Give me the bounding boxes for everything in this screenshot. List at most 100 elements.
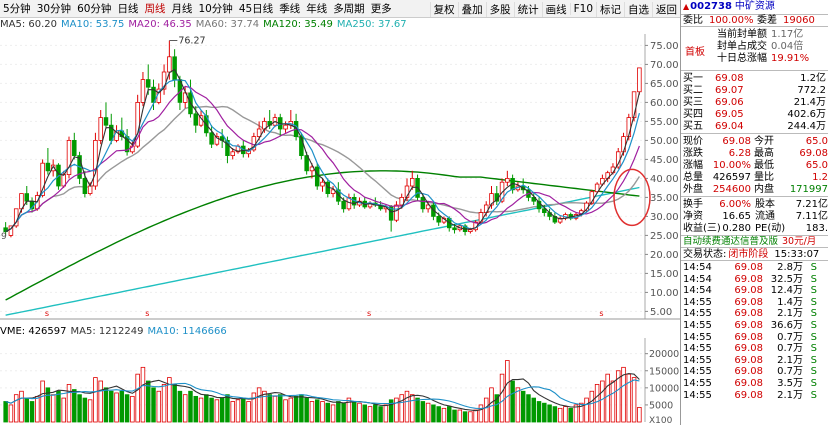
candle bbox=[489, 186, 494, 209]
candle bbox=[536, 197, 542, 213]
stock-flag-icon: ▲ bbox=[683, 2, 690, 11]
trade-row: 14:55 69.08 2.1万 S bbox=[681, 355, 828, 367]
period-tab-5[interactable]: 月线 bbox=[171, 3, 193, 15]
price-tick-label: 20.00 bbox=[650, 250, 679, 261]
period-tab-2[interactable]: 60分钟 bbox=[77, 3, 112, 15]
candle bbox=[320, 178, 325, 192]
quote-block: 现价 69.08 今开 65.0 涨跌 6.28 最高 69.08 涨幅 10.00% 最低 65.0… bbox=[681, 133, 828, 196]
volume-bar bbox=[536, 401, 542, 423]
price-tick-label: 65.00 bbox=[650, 79, 679, 90]
volume-bar bbox=[446, 406, 452, 423]
trade-side: S bbox=[810, 377, 817, 389]
tool-button-4[interactable]: 画线 bbox=[541, 1, 570, 17]
bid-label: 买一 bbox=[683, 73, 703, 84]
bid-qty: 21.4万 bbox=[793, 97, 826, 108]
trade-side: S bbox=[810, 273, 817, 285]
volume-tick-label: 5000 bbox=[649, 400, 673, 411]
quote-panel: ▲ 002738 中矿资源 委比 100.00% 委差 19060 当前封单额 … bbox=[680, 0, 828, 425]
period-tab-10[interactable]: 多周期 bbox=[333, 3, 365, 15]
volume-bar bbox=[468, 411, 473, 423]
tool-button-1[interactable]: 叠加 bbox=[457, 1, 486, 17]
bid-price: 69.06 bbox=[715, 97, 744, 108]
volume-bar bbox=[193, 395, 199, 423]
volume-bar bbox=[304, 397, 309, 423]
volume-bar bbox=[404, 390, 410, 423]
bid-row-1[interactable]: 买一 69.08 1.2亿 bbox=[681, 73, 828, 85]
quote-label-2: 量比 bbox=[754, 172, 774, 183]
vol-ma10-value: MA10: 1146666 bbox=[147, 326, 227, 337]
price-tick-label: 45.00 bbox=[650, 155, 679, 166]
bid-label: 买二 bbox=[683, 85, 703, 96]
trade-side: S bbox=[810, 308, 817, 320]
tool-button-8[interactable]: 返回 bbox=[652, 1, 680, 17]
period-tab-1[interactable]: 30分钟 bbox=[36, 3, 72, 15]
price-tick-label: 40.00 bbox=[650, 174, 679, 185]
tool-button-3[interactable]: 统计 bbox=[513, 1, 542, 17]
period-tab-8[interactable]: 季线 bbox=[279, 3, 301, 15]
volume-bar bbox=[610, 380, 616, 423]
bid-row-3[interactable]: 买三 69.06 21.4万 bbox=[681, 97, 828, 109]
split-marker: s bbox=[599, 309, 603, 318]
volume-chart[interactable]: 20000 15000 10000 5000 X100 bbox=[0, 338, 680, 425]
volume-bar bbox=[114, 392, 119, 423]
tool-button-6[interactable]: 标记 bbox=[596, 1, 624, 17]
volume-bar bbox=[452, 409, 457, 423]
price-chart[interactable]: 75.00 70.00 65.00 60.00 55.00 50.00 45.00 40.00… bbox=[0, 34, 680, 324]
period-tab-6[interactable]: 10分钟 bbox=[198, 3, 233, 15]
seal-block: 当前封单额 1.17亿 首板 封单占成交 0.04倍 十日总涨幅 19.91% bbox=[681, 26, 828, 70]
bid-row-4[interactable]: 买四 69.05 402.6万 bbox=[681, 109, 828, 121]
bid-row-5[interactable]: 买五 69.04 244.4万 bbox=[681, 121, 828, 133]
split-marker: s bbox=[145, 309, 149, 318]
ma60-line bbox=[5, 105, 640, 233]
fund-label: 收益(三) bbox=[683, 223, 721, 234]
bid-row-2[interactable]: 买二 69.07 772.2 bbox=[681, 85, 828, 97]
volume-bar bbox=[388, 399, 394, 423]
period-tab-3[interactable]: 日线 bbox=[117, 3, 139, 15]
ma120-value: MA120: 35.49 bbox=[263, 19, 333, 30]
kline-chart-area[interactable]: 5分钟 30分钟 60分钟 日线 周线 月线 10分钟 45日线 季线 年线 多周期 更多 复权 叠加 多股… bbox=[0, 0, 680, 425]
trade-volume: 1.4万 bbox=[777, 296, 803, 308]
volume-bar bbox=[82, 397, 88, 423]
period-tab-9[interactable]: 年线 bbox=[306, 3, 328, 15]
trade-side: S bbox=[810, 296, 817, 308]
fund-label-2: 股本 bbox=[755, 199, 775, 210]
volume-bar bbox=[600, 380, 605, 423]
volume-bar bbox=[103, 387, 109, 423]
tool-button-0[interactable]: 复权 bbox=[429, 1, 458, 17]
trade-list[interactable]: 14:54 69.08 2.8万 S 14:54 69.08 32.5万 S 14:54 69.0… bbox=[681, 260, 828, 401]
volume-bar bbox=[573, 404, 579, 423]
candle bbox=[330, 186, 336, 198]
period-tab-7[interactable]: 45日线 bbox=[238, 3, 274, 15]
quote-value-2: 1.2 bbox=[812, 172, 828, 183]
tool-button-2[interactable]: 多股 bbox=[485, 1, 514, 17]
order-book: 买一 69.08 1.2亿 买二 69.07 772.2 买三 69.06 21.4万 买四 69.… bbox=[681, 70, 828, 133]
volume-bar bbox=[325, 402, 331, 423]
volume-bar bbox=[50, 394, 56, 423]
period-tab-0[interactable]: 5分钟 bbox=[3, 3, 31, 15]
volume-bar bbox=[246, 401, 251, 423]
bid-price: 69.05 bbox=[715, 109, 744, 120]
candle bbox=[547, 208, 552, 221]
trade-time: 14:55 bbox=[683, 343, 712, 355]
ad-banner[interactable]: 自动续费通达信普及版 30元/月 bbox=[681, 235, 828, 247]
volume-ma10-line bbox=[5, 379, 640, 410]
candle bbox=[557, 216, 563, 224]
volume-bar bbox=[399, 394, 404, 423]
volume-bar bbox=[494, 394, 500, 423]
trade-time: 14:54 bbox=[683, 285, 712, 297]
tool-button-7[interactable]: 自选 bbox=[624, 1, 652, 17]
fund-label-2: 流通 bbox=[755, 211, 775, 222]
tool-button-5[interactable]: F10 bbox=[569, 3, 596, 15]
highlight-circle bbox=[613, 168, 651, 227]
trade-price: 69.08 bbox=[734, 331, 763, 343]
period-tab-4[interactable]: 周线 bbox=[144, 3, 166, 15]
volume-bar bbox=[563, 406, 568, 423]
volume-bar bbox=[119, 390, 125, 423]
quote-label: 外盘 bbox=[683, 184, 703, 195]
volume-bar bbox=[552, 406, 558, 423]
board-tag: 首板 bbox=[685, 47, 705, 58]
price-tick-label: 70.00 bbox=[650, 60, 679, 71]
quote-value-2: 171997 bbox=[789, 184, 828, 195]
period-tab-11[interactable]: 更多 bbox=[370, 3, 392, 15]
fund-value-2: 7.11亿 bbox=[795, 211, 828, 222]
